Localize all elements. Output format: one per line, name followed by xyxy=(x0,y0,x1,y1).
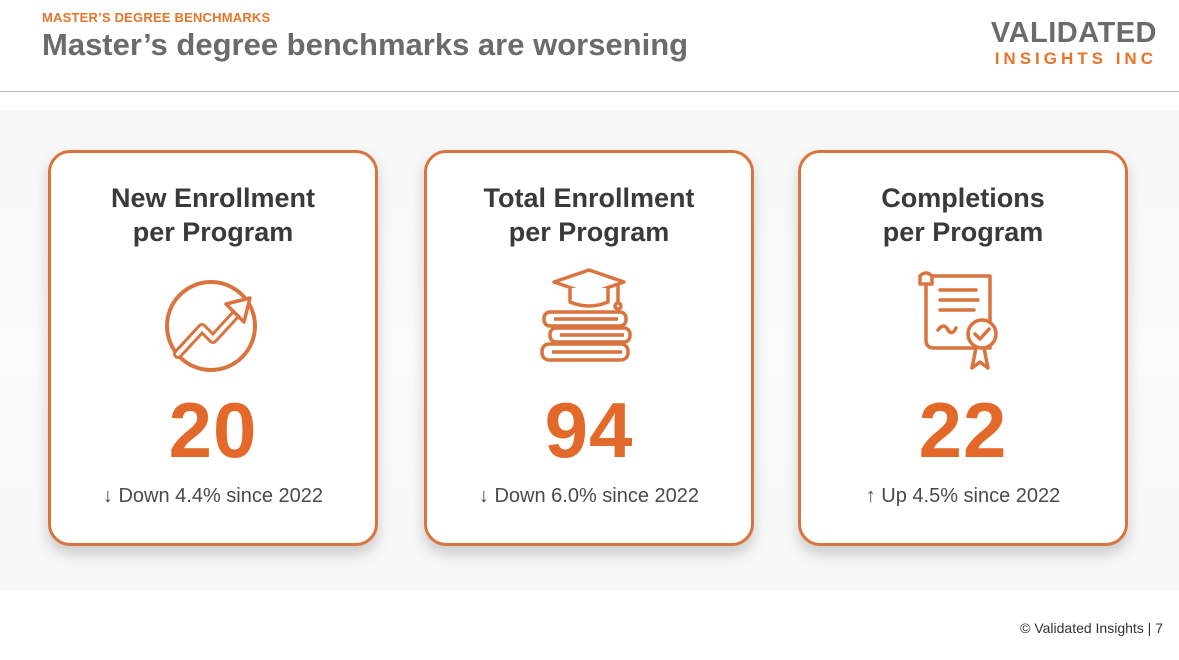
logo-subtitle: INSIGHTS INC xyxy=(994,49,1157,68)
card-title-line2: per Program xyxy=(132,217,294,247)
card-value: 22 xyxy=(918,386,1008,474)
card-completions: Completions per Program 22 ↑ Up 4.5% sin… xyxy=(798,150,1128,546)
header-divider xyxy=(0,91,1179,92)
card-title-line2: per Program xyxy=(508,217,670,247)
card-title: Completions per Program xyxy=(801,181,1125,249)
company-logo: VALIDATED INSIGHTS INC xyxy=(982,18,1157,70)
footer-copyright: © Validated Insights | 7 xyxy=(1020,620,1163,636)
card-title-line1: New Enrollment xyxy=(110,183,316,213)
page-title: Master’s degree benchmarks are worsening xyxy=(42,27,689,62)
card-change: ↑ Up 4.5% since 2022 xyxy=(865,485,1061,507)
card-title-line2: per Program xyxy=(882,217,1044,247)
card-value: 20 xyxy=(168,386,258,474)
certificate-icon xyxy=(918,271,998,370)
card-title: Total Enrollment per Program xyxy=(427,181,751,249)
card-total-enrollment: Total Enrollment per Program 94 ↓ Down 6… xyxy=(424,150,754,546)
card-change: ↓ Down 4.4% since 2022 xyxy=(102,485,324,507)
graduation-books-icon xyxy=(540,268,632,362)
card-new-enrollment: New Enrollment per Program 20 ↓ Down 4.4… xyxy=(48,150,378,546)
card-title-line1: Completions xyxy=(881,183,1045,213)
card-title: New Enrollment per Program xyxy=(51,181,375,249)
logo-wordmark: VALIDATED xyxy=(990,17,1157,49)
section-eyebrow: MASTER’S DEGREE BENCHMARKS xyxy=(42,10,271,25)
trending-up-icon xyxy=(165,280,257,372)
card-change: ↓ Down 6.0% since 2022 xyxy=(478,485,700,507)
card-value: 94 xyxy=(544,386,634,474)
card-title-line1: Total Enrollment xyxy=(483,183,695,213)
